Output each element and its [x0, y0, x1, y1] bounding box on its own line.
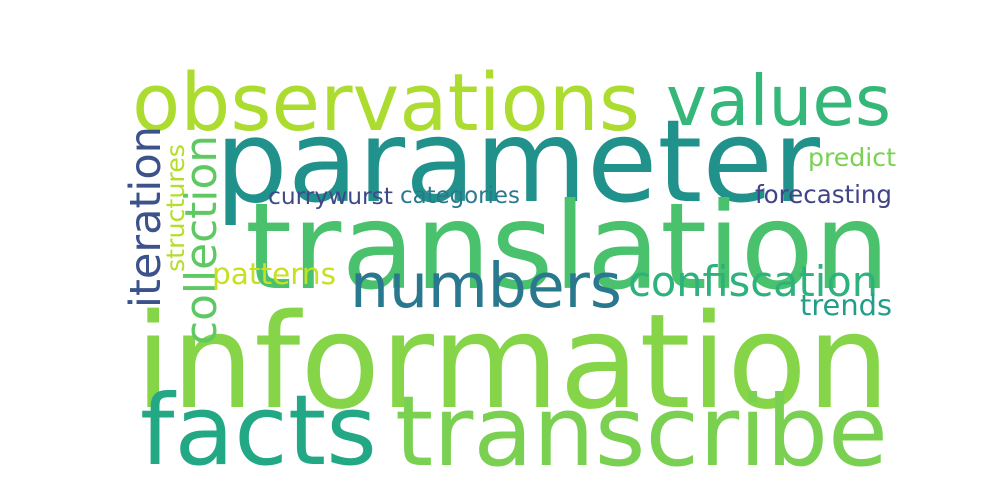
word-forecasting: forecasting	[755, 180, 892, 209]
word-predict: predict	[808, 143, 896, 172]
word-information: information	[135, 286, 890, 438]
word-numbers: numbers	[350, 251, 622, 322]
word-facts: facts	[140, 374, 377, 488]
word-transcribe: transcribe	[395, 375, 888, 488]
word-translation: translation	[245, 178, 890, 317]
word-confiscation: confiscation	[628, 257, 879, 306]
word-observations: observations	[132, 57, 640, 149]
word-currywurst: currywurst	[268, 182, 393, 210]
word-categories: categories	[400, 183, 520, 209]
word-values: values	[666, 62, 891, 142]
word-trends: trends	[800, 288, 892, 322]
word-patterns: patterns	[212, 257, 336, 291]
word-structures: structures	[161, 144, 190, 272]
word-parameter: parameter	[215, 96, 820, 229]
